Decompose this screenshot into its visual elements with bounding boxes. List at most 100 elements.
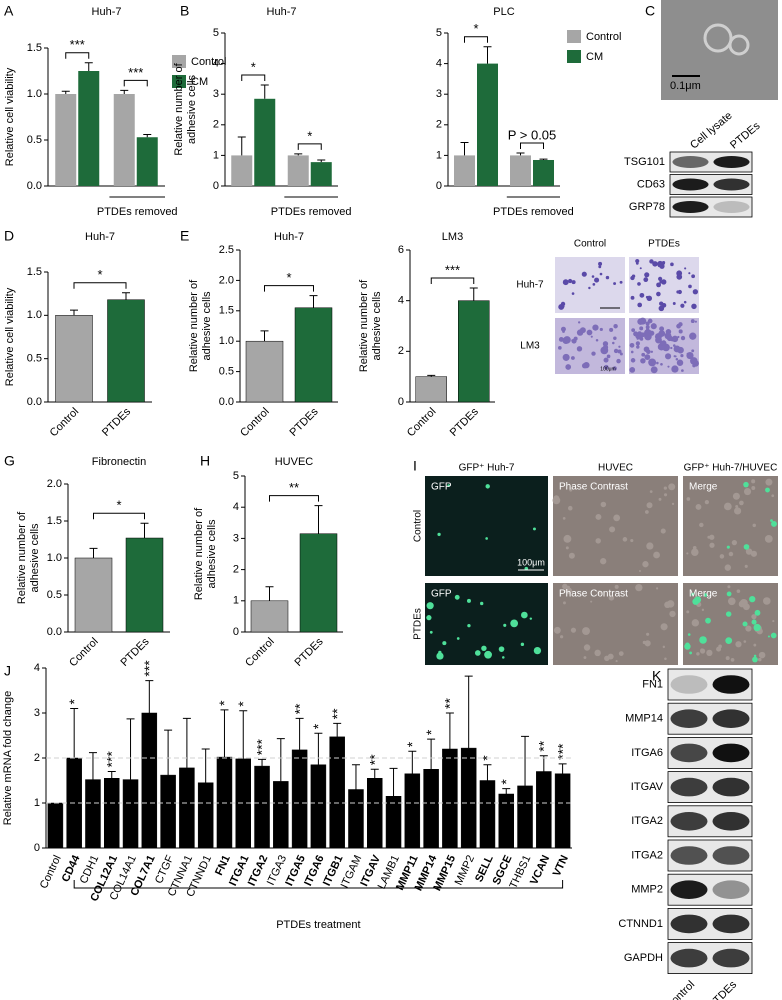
bar xyxy=(536,771,552,849)
error-bar xyxy=(89,547,98,558)
significance-label: * xyxy=(216,700,232,706)
cell xyxy=(754,609,761,616)
cell xyxy=(706,649,713,657)
cell xyxy=(723,502,732,511)
y-tick-label: 0 xyxy=(233,626,239,638)
blot-band xyxy=(713,178,750,191)
panel-letter: H xyxy=(200,453,210,469)
cell xyxy=(646,327,649,331)
cell xyxy=(637,302,643,308)
x-tick-label: Control xyxy=(243,636,277,670)
y-tick-label: 0.0 xyxy=(27,396,42,408)
cell xyxy=(707,535,711,539)
cell xyxy=(736,589,741,593)
cell xyxy=(660,528,666,534)
cell xyxy=(663,493,668,497)
cell xyxy=(735,504,739,508)
y-axis-label: Relative number of xyxy=(188,279,200,372)
y-tick-label: 1.5 xyxy=(27,266,42,278)
cell xyxy=(727,585,731,589)
cell xyxy=(732,492,740,500)
cell xyxy=(467,623,471,628)
cell xyxy=(730,658,735,662)
cell xyxy=(571,292,575,295)
y-tick-label: 3 xyxy=(233,532,239,544)
bar xyxy=(85,779,101,849)
cell xyxy=(686,610,690,614)
cell xyxy=(691,274,696,279)
cell xyxy=(582,627,590,636)
significance-label: *** xyxy=(128,65,143,80)
cell xyxy=(605,275,610,280)
y-tick-label: 3 xyxy=(436,88,442,100)
cell xyxy=(752,523,756,528)
cell xyxy=(599,327,603,332)
bar xyxy=(348,789,364,849)
cell xyxy=(456,637,460,640)
x-tick-label: FN1 xyxy=(213,853,233,877)
chart-title: LM3 xyxy=(442,231,463,243)
blot-row-label: ITGAV xyxy=(631,781,664,793)
significance-label: ** xyxy=(329,708,345,719)
cell xyxy=(650,350,654,353)
error-bar xyxy=(389,767,398,797)
cell xyxy=(681,369,684,372)
y-axis-label: adhesive cells xyxy=(29,523,41,593)
column-label: GFP⁺ Huh-7/HUVEC xyxy=(684,463,778,474)
error-bar xyxy=(239,710,248,759)
cell xyxy=(590,600,593,603)
significance-label: * xyxy=(310,723,326,729)
cell xyxy=(563,534,572,543)
significance-bracket xyxy=(269,495,319,502)
y-tick-label: 1.0 xyxy=(27,309,42,321)
cell xyxy=(436,652,444,660)
cell xyxy=(692,363,696,368)
cell xyxy=(694,596,702,604)
bar xyxy=(254,765,270,849)
panel-letter: E xyxy=(180,228,189,244)
cell xyxy=(612,366,617,371)
cell xyxy=(640,332,646,338)
cell xyxy=(485,484,490,489)
cell xyxy=(656,587,659,590)
cell xyxy=(719,554,725,559)
blot-row-label: CD63 xyxy=(637,178,665,190)
x-tick-label: VTN xyxy=(551,853,571,878)
legend-label: Control xyxy=(191,56,226,68)
cell xyxy=(656,291,661,297)
y-tick-label: 1.5 xyxy=(219,305,234,317)
blot-row-label: ITGA2 xyxy=(631,849,663,861)
cell xyxy=(659,280,663,284)
cell xyxy=(699,636,707,644)
bar xyxy=(125,537,164,633)
cell xyxy=(594,649,601,657)
bar xyxy=(442,748,458,849)
cell xyxy=(622,537,628,542)
cell xyxy=(665,353,672,360)
cell xyxy=(429,630,433,634)
y-tick-label: 2.5 xyxy=(219,244,234,256)
bar xyxy=(160,774,176,849)
blot-column-label: Cell lysate xyxy=(688,110,735,152)
significance-label: * xyxy=(286,270,291,285)
cell xyxy=(727,597,736,606)
blot-band xyxy=(713,156,750,168)
bar xyxy=(122,779,139,849)
blot-band xyxy=(712,675,750,694)
cell xyxy=(735,641,742,648)
cell xyxy=(591,275,595,278)
cell xyxy=(560,326,566,332)
cell xyxy=(691,349,695,353)
bar xyxy=(141,712,158,849)
cell xyxy=(694,320,697,323)
cell xyxy=(567,505,573,511)
cell xyxy=(553,626,561,634)
cell xyxy=(758,651,766,659)
cell xyxy=(680,335,686,341)
column-label: PTDEs xyxy=(648,239,680,250)
bar xyxy=(179,767,195,849)
cell xyxy=(630,275,635,281)
cell xyxy=(617,349,622,354)
cell xyxy=(466,598,471,603)
cell xyxy=(618,345,621,348)
